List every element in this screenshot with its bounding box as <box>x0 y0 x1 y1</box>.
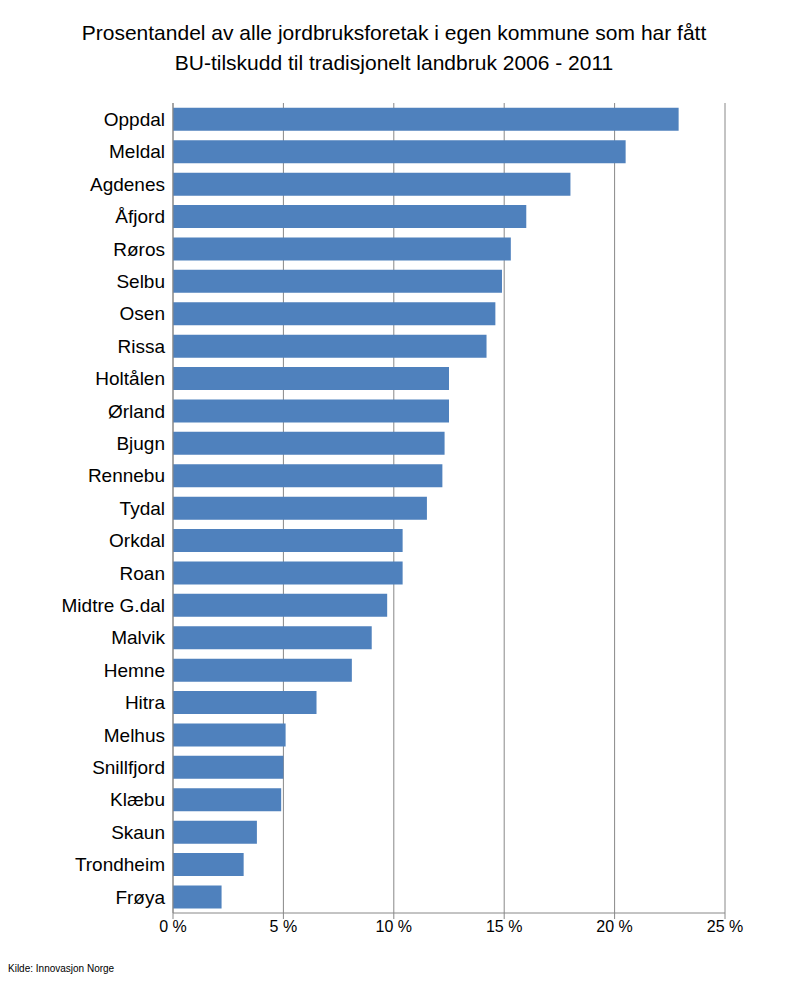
svg-text:Bjugn: Bjugn <box>116 433 165 454</box>
svg-text:Snillfjord: Snillfjord <box>92 757 165 778</box>
svg-text:15 %: 15 % <box>486 918 522 935</box>
svg-text:Holtålen: Holtålen <box>95 368 165 389</box>
svg-text:Oppdal: Oppdal <box>104 109 165 130</box>
svg-text:25 %: 25 % <box>707 918 743 935</box>
svg-text:Skaun: Skaun <box>111 822 165 843</box>
svg-text:0 %: 0 % <box>159 918 187 935</box>
svg-text:Røros: Røros <box>113 239 165 260</box>
html-text:Prosentandel av alle jordbruks: Prosentandel av alle jordbruksforetak i … <box>81 21 707 74</box>
svg-text:Roan: Roan <box>120 563 165 584</box>
svg-text:Frøya: Frøya <box>115 887 165 908</box>
svg-text:Rissa: Rissa <box>117 336 165 357</box>
svg-text:Selbu: Selbu <box>116 271 165 292</box>
svg-text:Hemne: Hemne <box>104 660 165 681</box>
svg-text:Agdenes: Agdenes <box>90 174 165 195</box>
svg-text:Ørland: Ørland <box>108 401 165 422</box>
html-text:Kilde: Innovasjon Norge: Kilde: Innovasjon Norge <box>8 963 115 974</box>
svg-text:Trondheim: Trondheim <box>75 854 165 875</box>
svg-text:Klæbu: Klæbu <box>110 789 165 810</box>
svg-text:Hitra: Hitra <box>125 692 166 713</box>
svg-text:Midtre G.dal: Midtre G.dal <box>62 595 165 616</box>
svg-text:Tydal: Tydal <box>120 498 165 519</box>
svg-text:Melhus: Melhus <box>104 725 165 746</box>
svg-text:Malvik: Malvik <box>111 627 165 648</box>
svg-text:Åfjord: Åfjord <box>115 206 165 227</box>
svg-text:20 %: 20 % <box>596 918 632 935</box>
svg-text:Orkdal: Orkdal <box>109 530 165 551</box>
svg-text:10 %: 10 % <box>376 918 412 935</box>
svg-text:Meldal: Meldal <box>109 141 165 162</box>
svg-text:Osen: Osen <box>120 303 165 324</box>
svg-text:5 %: 5 % <box>270 918 298 935</box>
svg-text:Rennebu: Rennebu <box>88 465 165 486</box>
